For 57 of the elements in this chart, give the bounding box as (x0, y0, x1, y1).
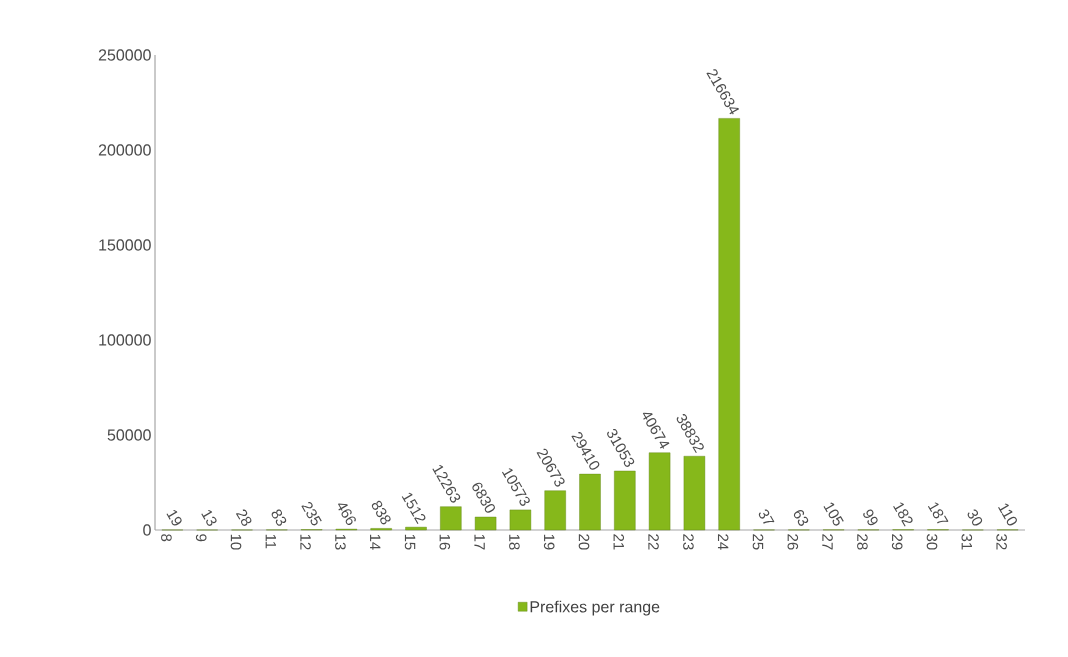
x-tick-label: 23 (683, 534, 694, 550)
data-label: 99 (863, 509, 878, 526)
data-label: 466 (337, 503, 356, 525)
legend-label: Prefixes per range (530, 600, 660, 616)
x-tick-label: 10 (230, 534, 242, 550)
data-label: 110 (998, 503, 1017, 526)
bar (579, 473, 601, 531)
bar (509, 509, 532, 531)
x-tick-label: 13 (335, 534, 346, 550)
x-tick-label: 27 (822, 534, 833, 550)
data-label: 30 (967, 509, 983, 526)
x-tick-label: 11 (265, 534, 276, 549)
bar (614, 470, 636, 531)
bar (683, 456, 706, 531)
data-label: 182 (893, 502, 913, 527)
y-tick-label: 100000 (99, 334, 151, 346)
data-label: 235 (301, 501, 322, 526)
data-label: 83 (271, 509, 287, 526)
y-tick-label: 50000 (107, 429, 151, 441)
x-tick-label: 20 (578, 534, 590, 550)
x-tick-label: 22 (648, 534, 659, 550)
data-label: 838 (371, 500, 391, 525)
x-tick-label: 24 (717, 534, 729, 550)
bar (718, 118, 740, 531)
bar (474, 516, 497, 531)
x-tick-label: 15 (404, 534, 416, 550)
x-tick-label: 29 (891, 534, 903, 550)
x-tick-label: 28 (857, 534, 868, 550)
x-tick-label: 18 (509, 534, 520, 550)
x-tick-label: 25 (752, 534, 764, 550)
data-label: 19 (166, 510, 182, 526)
data-label: 13 (201, 510, 217, 526)
x-tick-label: 21 (613, 534, 625, 550)
data-label: 63 (793, 509, 809, 526)
y-tick-label: 0 (143, 524, 151, 536)
x-tick-label: 30 (926, 534, 938, 550)
x-tick-label: 19 (543, 534, 555, 550)
x-tick-label: 12 (300, 534, 311, 550)
bar (440, 506, 462, 531)
x-tick-label: 16 (439, 534, 451, 550)
bar (648, 452, 671, 531)
data-label: 105 (823, 502, 844, 526)
bar (405, 526, 427, 531)
x-tick-label: 26 (787, 534, 799, 550)
x-tick-label: 9 (195, 534, 207, 542)
x-tick-label: 17 (474, 534, 485, 550)
bar (544, 490, 566, 531)
x-tick-label: 32 (996, 534, 1007, 550)
data-label: 28 (235, 509, 252, 526)
x-tick-label: 31 (961, 534, 973, 550)
x-tick-label: 8 (161, 534, 172, 542)
data-label: 187 (927, 502, 949, 524)
x-tick-label: 14 (370, 534, 381, 550)
data-label: 37 (758, 509, 775, 524)
y-tick-label: 150000 (99, 239, 151, 251)
y-tick-label: 200000 (98, 144, 151, 156)
y-tick-label: 250000 (98, 49, 151, 61)
